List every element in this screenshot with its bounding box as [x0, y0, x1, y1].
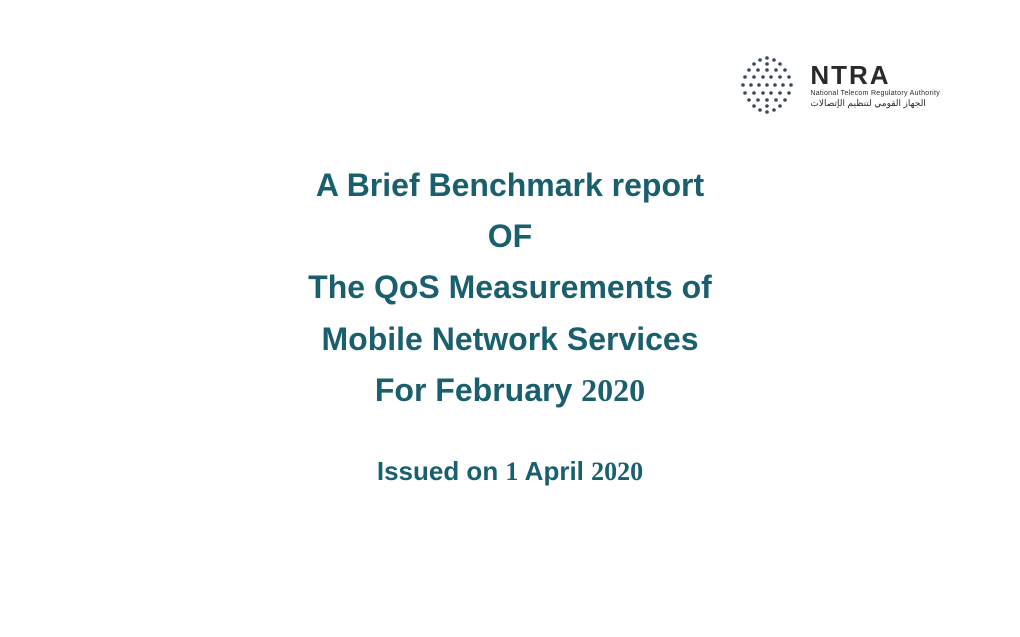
logo-container: NTRA National Telecom Regulatory Authori…: [732, 50, 940, 120]
logo-subtitle-english: National Telecom Regulatory Authority: [810, 90, 940, 97]
logo-text-block: NTRA National Telecom Regulatory Authori…: [810, 62, 940, 109]
issued-date: Issued on 1 April 2020: [377, 456, 643, 487]
issued-year: 2020: [591, 457, 643, 486]
title-line-3: The QoS Measurements of: [308, 262, 712, 313]
title-line-5-year: 2020: [581, 372, 645, 408]
title-line-5: For February 2020: [375, 365, 645, 416]
title-line-4: Mobile Network Services: [321, 314, 698, 365]
title-line-2: OF: [488, 211, 532, 262]
issued-day: 1: [505, 457, 518, 486]
issued-mid: April: [518, 456, 591, 486]
issued-prefix: Issued on: [377, 456, 506, 486]
logo-main-text: NTRA: [810, 62, 890, 88]
logo-subtitle-arabic: الجهاز القومي لتنظيم الإتصالات: [810, 98, 925, 109]
title-line-5-prefix: For February: [375, 372, 581, 408]
title-line-1: A Brief Benchmark report: [316, 160, 704, 211]
ntra-globe-icon: [732, 50, 802, 120]
document-content: A Brief Benchmark report OF The QoS Meas…: [0, 160, 1020, 487]
